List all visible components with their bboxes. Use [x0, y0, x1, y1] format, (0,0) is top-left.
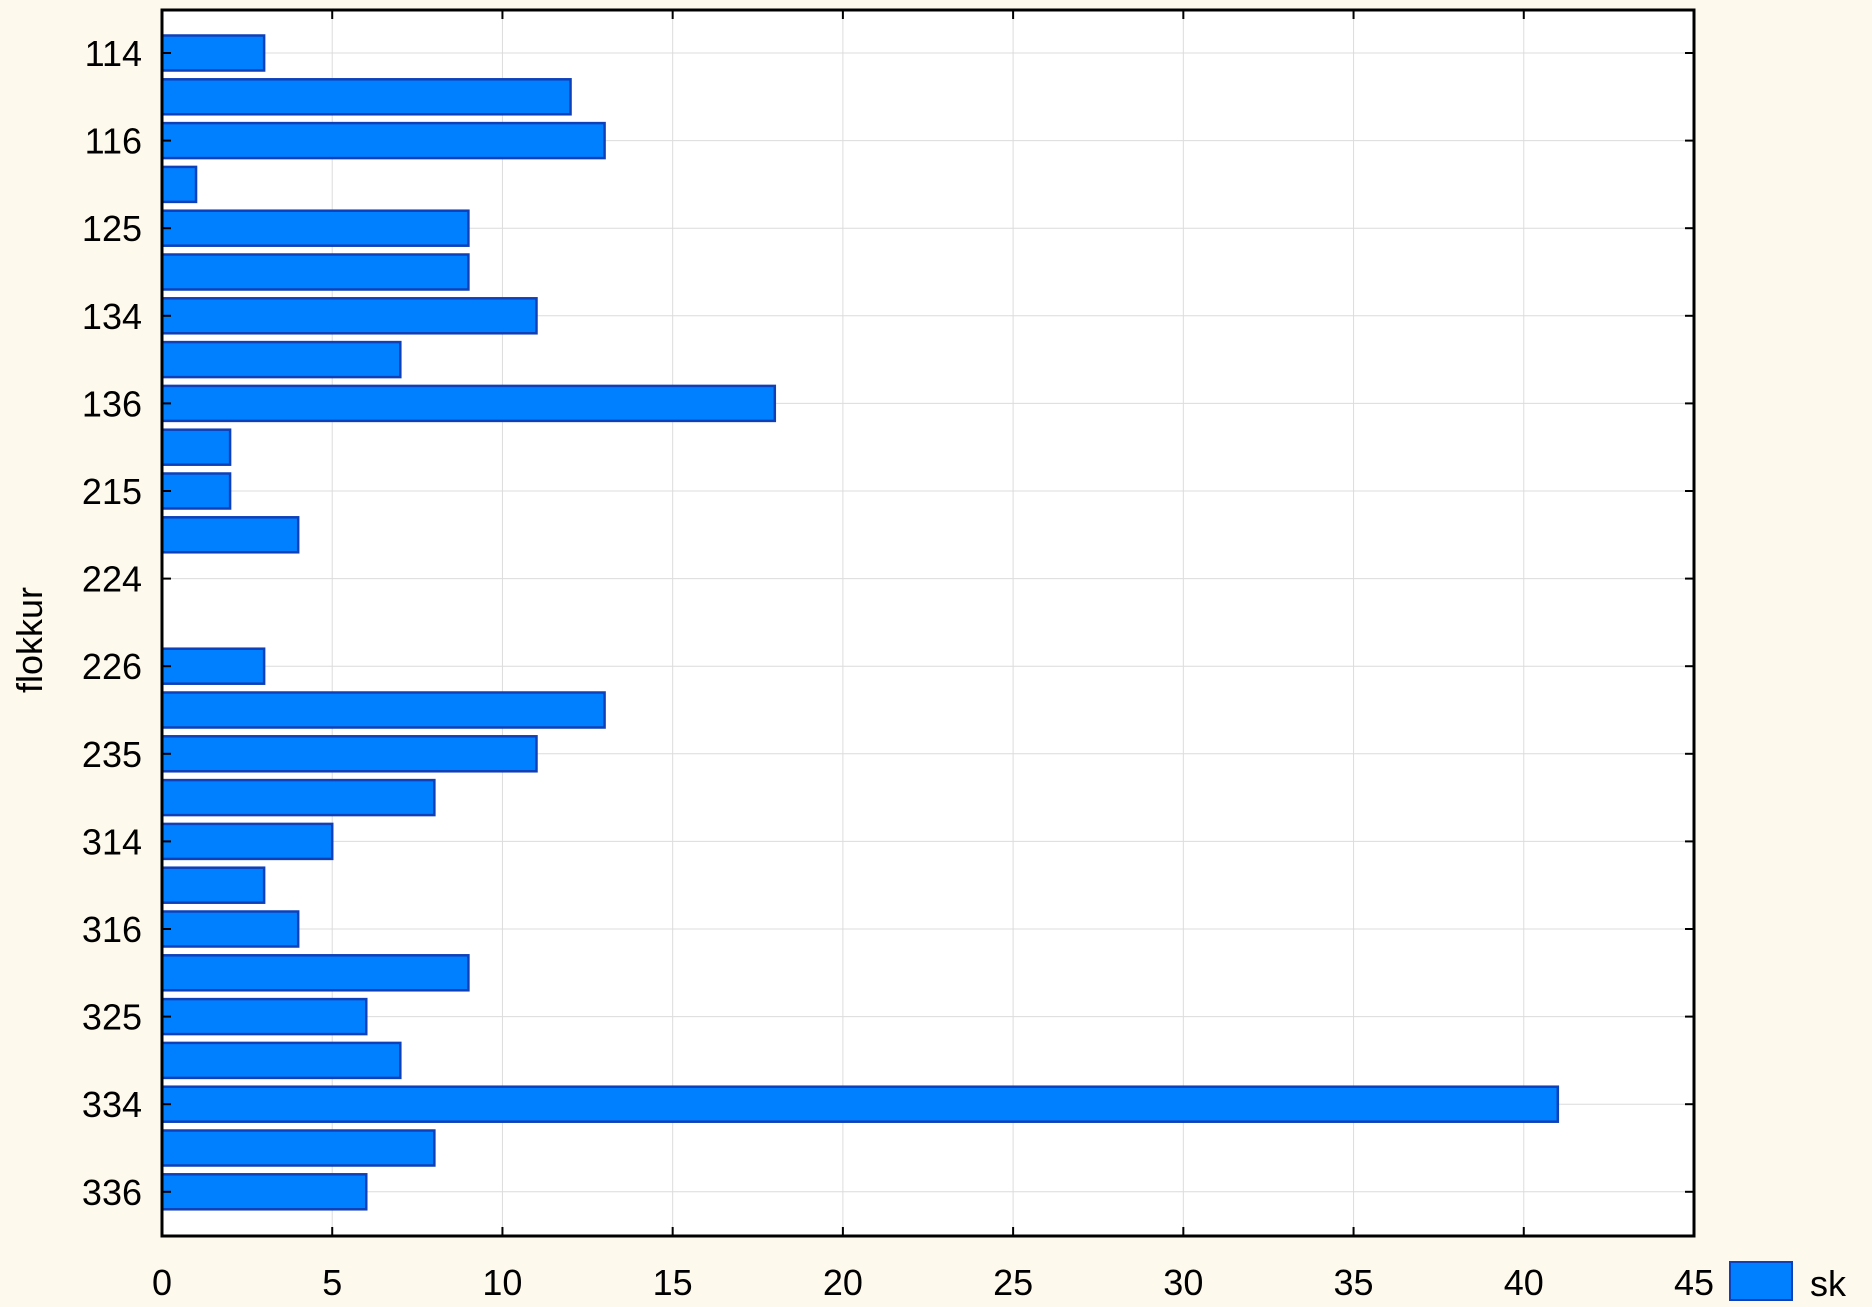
bar-334: [160, 1085, 1560, 1123]
y-tick-label: 336: [82, 1172, 142, 1213]
bar-114: [160, 34, 266, 72]
bar-215: [160, 472, 232, 510]
bar-226: [160, 647, 266, 685]
y-tick-label: 316: [82, 909, 142, 950]
x-tick-label: 10: [482, 1262, 522, 1302]
y-tick-label: 114: [85, 33, 142, 74]
bar-135: [160, 340, 402, 379]
y-tick-label: 125: [82, 208, 142, 249]
legend-swatch: [1729, 1261, 1793, 1301]
bar-315: [160, 866, 266, 904]
legend: sk: [1729, 1261, 1847, 1304]
bar-234: [160, 691, 606, 729]
y-tick-labels: 114 116 125 134 136 215 224 226 235 314 316 325 334 3…: [82, 33, 142, 1213]
y-axis-title: flokkur: [9, 587, 50, 693]
legend-label: sk: [1810, 1263, 1847, 1302]
bar-235: [160, 735, 538, 773]
y-tick-label: 334: [82, 1084, 142, 1125]
bar-316: [160, 910, 300, 948]
y-tick-label: 224: [82, 559, 142, 600]
bar-216: [160, 516, 300, 554]
bar-325: [160, 997, 368, 1036]
bar-136: [160, 384, 777, 423]
bar-125: [160, 209, 470, 247]
bar-324: [160, 954, 470, 992]
x-tick-label: 0: [152, 1262, 172, 1302]
x-tick-label: 30: [1163, 1262, 1203, 1302]
y-tick-label: 136: [82, 383, 142, 424]
x-tick-label: 20: [823, 1262, 863, 1302]
y-tick-label: 325: [82, 997, 142, 1038]
x-tick-label: 25: [993, 1262, 1033, 1302]
x-tick-labels: 0 5 10 15 20 25 30 35 40 45: [152, 1262, 1714, 1303]
x-tick-label: 5: [322, 1262, 342, 1302]
bar-326: [160, 1041, 402, 1080]
y-tick-label: 116: [85, 121, 142, 162]
y-tick-label: 134: [82, 296, 142, 337]
y-tick-label: 314: [82, 821, 142, 862]
x-tick-label: 15: [653, 1262, 693, 1302]
plot-frame: [160, 8, 1696, 1238]
bar-124: [160, 165, 198, 204]
x-tick-label: 35: [1334, 1262, 1374, 1302]
bar-335: [160, 1129, 436, 1167]
bar-336: [160, 1173, 368, 1211]
y-tick-label: 226: [82, 646, 142, 687]
y-tick-label: 215: [82, 471, 142, 512]
x-tick-label: 40: [1504, 1262, 1544, 1302]
x-tick-label: 45: [1674, 1262, 1714, 1302]
bars: [160, 34, 1560, 1211]
bar-126: [160, 253, 470, 291]
y-tick-label: 235: [82, 734, 142, 775]
bar-314: [160, 822, 334, 861]
bar-236: [160, 778, 436, 817]
bar-214: [160, 428, 232, 466]
bar-134: [160, 297, 538, 335]
bar-115: [160, 78, 572, 116]
bar-116: [160, 121, 606, 160]
